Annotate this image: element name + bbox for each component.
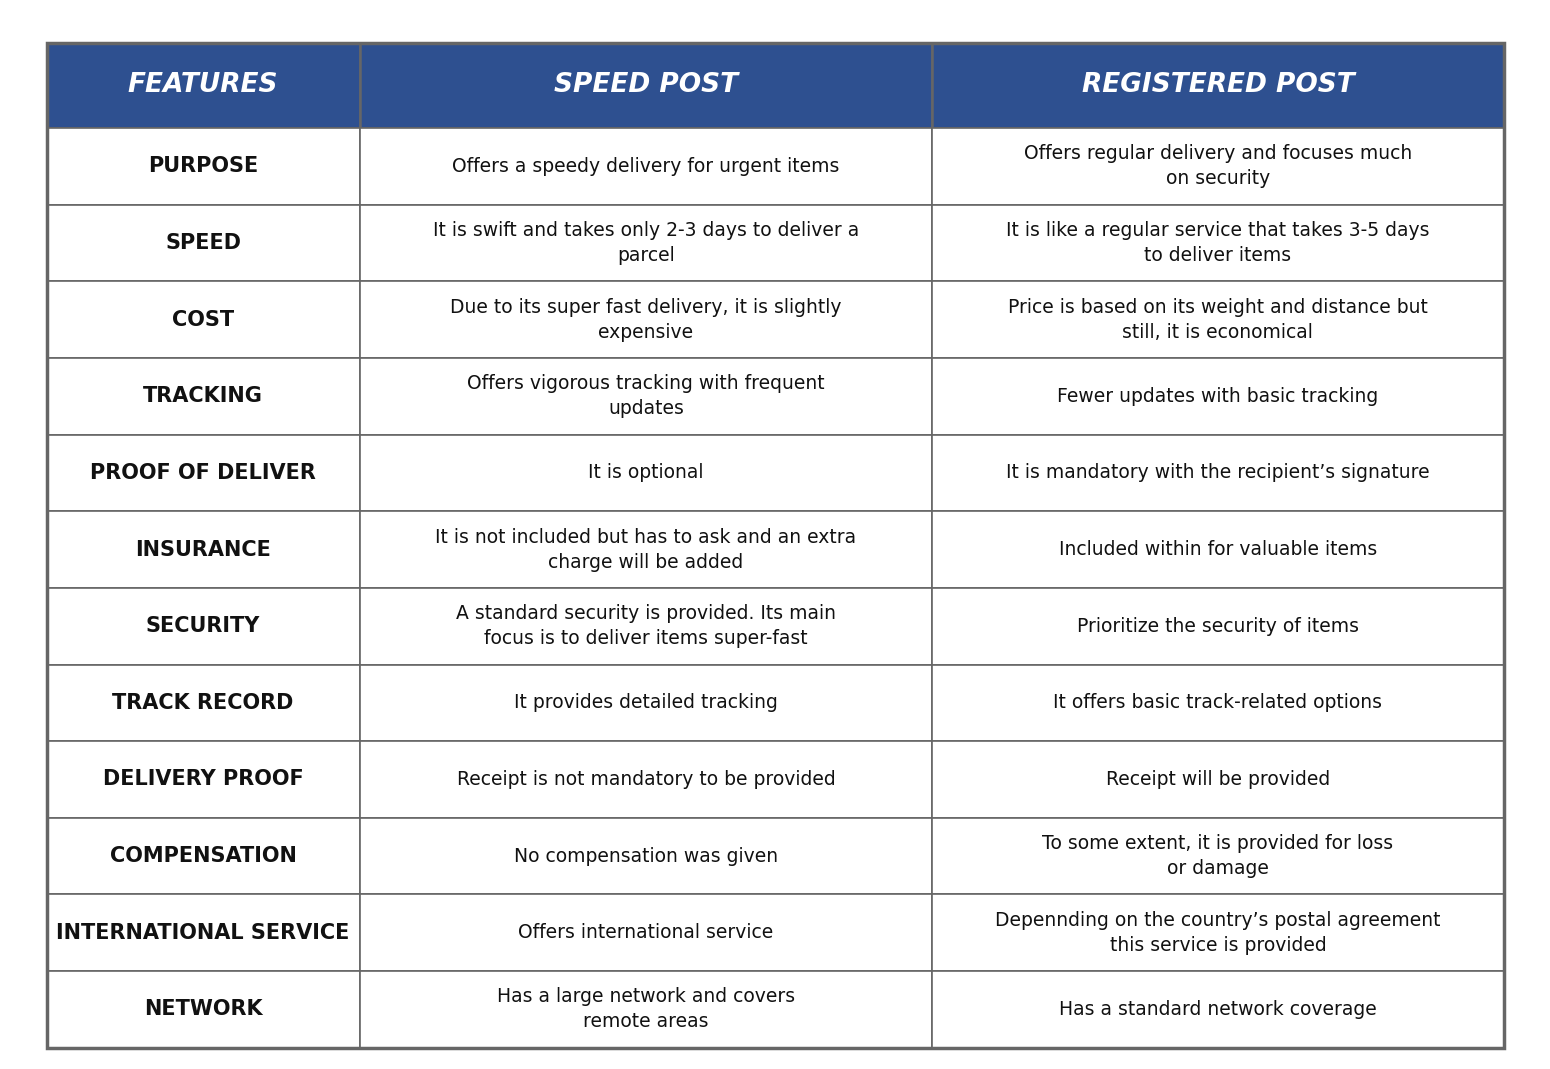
Bar [360, 281, 933, 358]
Text: NETWORK: NETWORK [144, 1000, 262, 1020]
Text: Included within for valuable items: Included within for valuable items [1059, 540, 1376, 559]
Text: COMPENSATION: COMPENSATION [110, 846, 296, 866]
Text: Has a standard network coverage: Has a standard network coverage [1059, 1000, 1376, 1019]
Text: TRACK RECORD: TRACK RECORD [113, 693, 294, 713]
Bar [46, 818, 360, 895]
Bar [933, 588, 1504, 665]
Text: DELIVERY PROOF: DELIVERY PROOF [102, 770, 304, 789]
Bar [360, 43, 933, 128]
Bar [933, 818, 1504, 895]
Bar [360, 358, 933, 435]
Text: Price is based on its weight and distance but
still, it is economical: Price is based on its weight and distanc… [1008, 298, 1428, 342]
Text: It is like a regular service that takes 3-5 days
to deliver items: It is like a regular service that takes … [1006, 221, 1429, 265]
Bar [360, 128, 933, 205]
Text: Depennding on the country’s postal agreement
this service is provided: Depennding on the country’s postal agree… [995, 911, 1440, 955]
Bar [933, 205, 1504, 281]
Text: Prioritize the security of items: Prioritize the security of items [1077, 617, 1359, 636]
Text: Has a large network and covers
remote areas: Has a large network and covers remote ar… [498, 988, 795, 1032]
Bar [933, 511, 1504, 588]
Bar [46, 435, 360, 511]
Bar [360, 435, 933, 511]
Bar [360, 511, 933, 588]
Bar [46, 128, 360, 205]
Bar [360, 205, 933, 281]
Bar [360, 971, 933, 1048]
Text: Offers vigorous tracking with frequent
updates: Offers vigorous tracking with frequent u… [467, 374, 825, 418]
Text: It is swift and takes only 2-3 days to deliver a
parcel: It is swift and takes only 2-3 days to d… [432, 221, 859, 265]
Text: SECURITY: SECURITY [146, 616, 260, 636]
Text: It offers basic track-related options: It offers basic track-related options [1054, 694, 1383, 712]
Bar [360, 741, 933, 818]
Text: A standard security is provided. Its main
focus is to deliver items super-fast: A standard security is provided. Its mai… [456, 604, 835, 648]
Bar [360, 665, 933, 741]
Bar [933, 665, 1504, 741]
Text: INTERNATIONAL SERVICE: INTERNATIONAL SERVICE [56, 923, 350, 943]
Bar [933, 43, 1504, 128]
Text: TRACKING: TRACKING [143, 386, 264, 406]
Text: Receipt will be provided: Receipt will be provided [1105, 770, 1330, 789]
Bar [360, 588, 933, 665]
Bar [46, 741, 360, 818]
Bar [933, 741, 1504, 818]
Text: It is not included but has to ask and an extra
charge will be added: It is not included but has to ask and an… [436, 528, 857, 572]
Bar [46, 511, 360, 588]
Bar [46, 205, 360, 281]
Bar [933, 281, 1504, 358]
Text: SPEED POST: SPEED POST [553, 73, 738, 98]
Bar [933, 358, 1504, 435]
Text: Offers a speedy delivery for urgent items: Offers a speedy delivery for urgent item… [453, 157, 840, 176]
Bar [46, 588, 360, 665]
Text: COST: COST [172, 310, 234, 329]
Text: INSURANCE: INSURANCE [135, 540, 271, 559]
Text: FEATURES: FEATURES [129, 73, 279, 98]
Bar [360, 895, 933, 971]
Bar [360, 818, 933, 895]
Bar [46, 895, 360, 971]
Bar [46, 358, 360, 435]
Text: Offers international service: Offers international service [518, 924, 773, 942]
Text: It is mandatory with the recipient’s signature: It is mandatory with the recipient’s sig… [1006, 464, 1429, 482]
Text: PURPOSE: PURPOSE [147, 156, 259, 176]
Bar [933, 435, 1504, 511]
Bar [46, 43, 360, 128]
Text: SPEED: SPEED [166, 233, 242, 253]
Text: No compensation was given: No compensation was given [515, 847, 778, 866]
Bar [933, 895, 1504, 971]
Bar [46, 665, 360, 741]
Text: Fewer updates with basic tracking: Fewer updates with basic tracking [1057, 387, 1378, 406]
Bar [46, 971, 360, 1048]
Text: It is optional: It is optional [589, 464, 704, 482]
Text: Receipt is not mandatory to be provided: Receipt is not mandatory to be provided [457, 770, 835, 789]
Text: PROOF OF DELIVER: PROOF OF DELIVER [90, 463, 316, 483]
Text: REGISTERED POST: REGISTERED POST [1082, 73, 1355, 98]
Bar [933, 971, 1504, 1048]
Text: Due to its super fast delivery, it is slightly
expensive: Due to its super fast delivery, it is sl… [451, 298, 842, 342]
Text: To some extent, it is provided for loss
or damage: To some extent, it is provided for loss … [1042, 834, 1393, 878]
Text: It provides detailed tracking: It provides detailed tracking [515, 694, 778, 712]
Text: Offers regular delivery and focuses much
on security: Offers regular delivery and focuses much… [1025, 144, 1412, 188]
Bar [46, 281, 360, 358]
Bar [933, 128, 1504, 205]
